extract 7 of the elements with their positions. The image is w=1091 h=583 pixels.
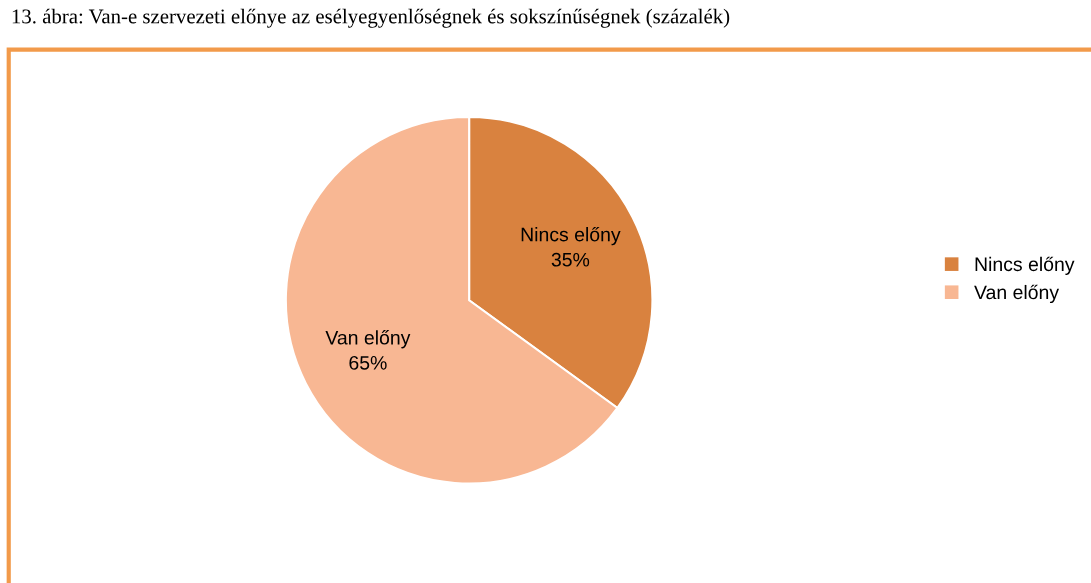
data-label: 35% — [551, 252, 590, 267]
slice-label: Nincs előny — [521, 226, 621, 246]
legend-label: Nincs előny — [975, 256, 1075, 275]
data-label: 65% — [349, 355, 387, 370]
legend-label: Van előny — [974, 284, 1060, 304]
chart-title: 13. ábra: Van-e szervezeti előnye az esélyegyenlőségnek és sokszínűségnek (százalék) — [12, 8, 730, 28]
slice-label: Van előny — [325, 330, 411, 349]
